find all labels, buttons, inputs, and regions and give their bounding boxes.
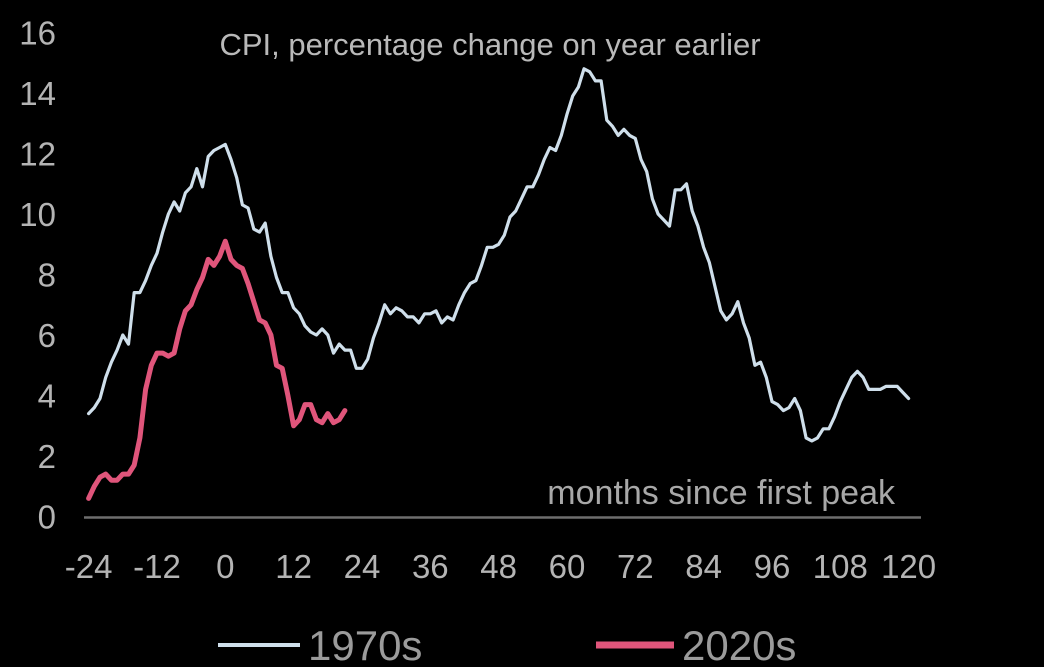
legend: 1970s 2020s bbox=[218, 622, 796, 667]
x-tick-label: -12 bbox=[133, 548, 181, 585]
x-tick-label: 108 bbox=[813, 548, 868, 585]
y-tick-label: 6 bbox=[38, 317, 56, 354]
x-tick-label: 36 bbox=[412, 548, 449, 585]
x-tick-label: -24 bbox=[65, 548, 113, 585]
y-tick-label: 12 bbox=[19, 136, 56, 173]
y-tick-label: 2 bbox=[38, 438, 56, 475]
x-tick-label: 0 bbox=[216, 548, 234, 585]
y-tick-label: 4 bbox=[38, 378, 56, 415]
x-axis-title: months since first peak bbox=[547, 474, 896, 512]
x-tick-label: 72 bbox=[617, 548, 654, 585]
y-axis-tick-labels: 0 2 4 6 8 10 12 14 16 bbox=[19, 15, 56, 536]
x-tick-label: 120 bbox=[881, 548, 936, 585]
y-tick-label: 16 bbox=[19, 15, 56, 52]
series-line-2020s bbox=[86, 238, 348, 501]
y-tick-label: 14 bbox=[19, 75, 56, 112]
x-tick-label: 60 bbox=[549, 548, 586, 585]
x-axis-tick-labels: -24 -12 0 12 24 36 48 60 72 84 96 108 120 bbox=[65, 548, 936, 585]
chart-title: CPI, percentage change on year earlier bbox=[219, 27, 760, 62]
x-tick-label: 84 bbox=[685, 548, 722, 585]
series-line-1970s bbox=[86, 67, 911, 443]
series-lines bbox=[86, 67, 911, 501]
y-tick-label: 8 bbox=[38, 257, 56, 294]
x-tick-label: 24 bbox=[344, 548, 381, 585]
x-tick-label: 96 bbox=[754, 548, 791, 585]
x-tick-label: 48 bbox=[480, 548, 517, 585]
y-tick-label: 0 bbox=[38, 499, 56, 536]
legend-label-1970s: 1970s bbox=[308, 622, 422, 667]
y-tick-label: 10 bbox=[19, 196, 56, 233]
legend-label-2020s: 2020s bbox=[682, 622, 796, 667]
x-tick-label: 12 bbox=[275, 548, 312, 585]
